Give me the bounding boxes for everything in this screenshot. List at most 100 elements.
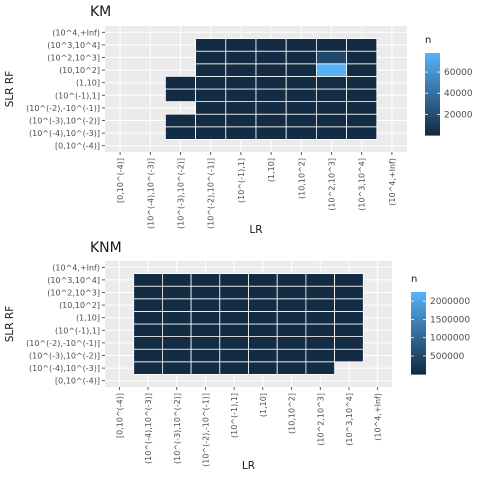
heatmap-cell: [190, 298, 221, 312]
y-tick-label: (1,10]: [76, 314, 100, 323]
y-tick-label: (10^2,10^3]: [47, 289, 100, 298]
legend-gradient-step: [411, 365, 426, 369]
x-tick-label: (10^(-2),-10^(-1)]: [201, 393, 210, 467]
legend-gradient-step: [411, 345, 426, 348]
heatmap-cell: [219, 323, 249, 338]
heatmap-cell: [133, 348, 163, 363]
legend-gradient-step: [425, 81, 440, 85]
legend-gradient-step: [425, 120, 440, 124]
heatmap-cell: [219, 310, 249, 325]
heatmap-cell: [219, 285, 249, 300]
heatmap-cell: [255, 88, 287, 103]
heatmap-cell: [248, 273, 278, 287]
heatmap-cell: [133, 310, 163, 325]
legend-gradient-step: [425, 91, 440, 95]
x-tick-label: (10^(-3),10^(-2)]: [177, 158, 186, 229]
heatmap-cell: [315, 76, 347, 90]
legend: n 20000 40000 60000: [425, 35, 473, 136]
y-tick-label: (1,10]: [76, 79, 100, 88]
heatmap-cell: [305, 273, 335, 287]
legend-gradient-step: [425, 126, 440, 130]
legend-gradient-step: [411, 322, 426, 326]
y-tick-label: (10^(-1),1]: [55, 91, 100, 100]
x-tick-label: (10^(-2),10^(-1)]: [207, 158, 216, 229]
y-axis-title: SLR RF: [4, 306, 16, 342]
heatmap-cell: [285, 88, 317, 103]
heatmap-cell: [195, 101, 227, 115]
y-axis-title: SLR RF: [4, 71, 16, 107]
legend-gradient-step: [425, 98, 440, 101]
legend-gradient-step: [411, 320, 426, 324]
legend-tick-label: 20000: [444, 110, 473, 120]
legend-gradient-step: [411, 306, 426, 309]
legend-gradient-step: [411, 371, 426, 375]
x-tick-label: (10,10^2]: [297, 158, 306, 199]
heatmap-cell: [334, 310, 364, 325]
legend-gradient-step: [411, 351, 426, 355]
x-tick-label: (10^4,+Inf): [374, 393, 383, 441]
legend-gradient-step: [425, 108, 440, 111]
legend-gradient-step: [411, 298, 426, 301]
heatmap-cell: [248, 336, 278, 350]
heatmap-cell: [285, 38, 317, 52]
x-axis-title: LR: [242, 460, 255, 472]
legend-gradient-step: [411, 294, 426, 297]
heatmap-cell: [315, 50, 347, 65]
legend-gradient-step: [411, 312, 426, 316]
legend-gradient-step: [411, 310, 426, 314]
heatmap-cell: [276, 273, 307, 287]
heatmap-cell: [195, 76, 227, 90]
x-tick-label: (10^2,10^3]: [328, 158, 337, 211]
legend-gradient-step: [411, 343, 426, 346]
heatmap-cell: [305, 310, 335, 325]
heatmap-cell: [255, 126, 287, 140]
x-tick-label: (10^(-1),1]: [230, 393, 239, 438]
legend-gradient-step: [411, 292, 426, 295]
heatmap-cell: [285, 101, 317, 115]
legend-gradient-step: [425, 57, 440, 60]
legend-tick-label: 60000: [444, 68, 473, 78]
y-tick-label: (10,10^2]: [59, 66, 100, 75]
heatmap-cell: [225, 88, 257, 103]
heatmap-cell: [161, 310, 192, 325]
y-tick-label: (10^(-3),10^(-2)]: [29, 352, 100, 361]
legend-gradient-step: [411, 349, 426, 353]
heatmap-cell: [161, 323, 192, 338]
heatmap-cell: [255, 63, 287, 77]
x-tick-label: (1,10]: [259, 393, 268, 417]
legend-gradient-step: [411, 330, 426, 334]
heatmap-cell: [276, 336, 307, 350]
y-tick-label: (10^(-4),10^(-3)]: [29, 364, 100, 373]
legend-gradient-step: [411, 353, 426, 357]
heatmap-cell: [164, 113, 196, 128]
heatmap-cell: [346, 63, 378, 77]
heatmap-cell: [334, 298, 364, 312]
x-tick-label: (10,10^2]: [288, 393, 297, 434]
heatmap-cell: [305, 348, 335, 363]
legend-tick-label: 40000: [444, 89, 473, 99]
x-tick-label: (10^(-4),10^(-3)]: [144, 393, 153, 464]
heatmap-cell: [133, 323, 163, 338]
legend-gradient-step: [411, 304, 426, 307]
heatmap-cell: [315, 38, 347, 52]
legend-gradient-step: [411, 314, 426, 318]
legend-gradient-step: [411, 326, 426, 330]
heatmap-cell: [219, 298, 249, 312]
legend-gradient-step: [425, 106, 440, 109]
heatmap-cell: [315, 113, 347, 128]
panel-km: [0,10^(-4)] (10^(-4),10^(-3)] (10^(-3),10^…: [4, 4, 473, 236]
heatmap-cell: [161, 285, 192, 300]
legend-gradient-step: [425, 122, 440, 126]
y-tick-label: (10^(-4),10^(-3)]: [29, 129, 100, 138]
heatmap-cell: [219, 273, 249, 287]
heatmap-cell: [248, 298, 278, 312]
heatmap-cell: [346, 38, 378, 52]
x-tick-label: (10^(-1),1]: [237, 158, 246, 203]
legend-gradient-step: [411, 339, 426, 342]
legend-gradient-step: [411, 361, 426, 365]
legend-title: n: [411, 274, 417, 285]
legend-gradient-step: [411, 300, 426, 303]
x-tick-label: [0,10^(-4)]: [115, 393, 124, 438]
legend-gradient-step: [425, 65, 440, 68]
